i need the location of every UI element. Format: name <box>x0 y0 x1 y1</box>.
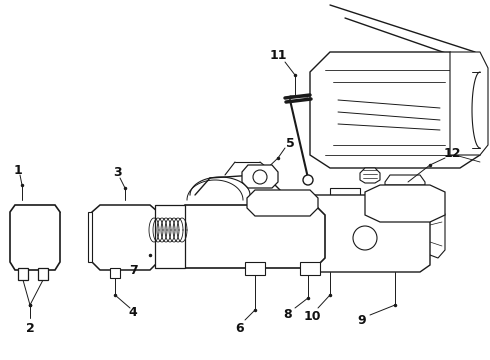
Polygon shape <box>360 168 380 183</box>
Text: 8: 8 <box>284 309 293 321</box>
Text: 10: 10 <box>303 310 321 323</box>
Circle shape <box>353 226 377 250</box>
Text: 6: 6 <box>236 321 245 334</box>
Circle shape <box>263 199 273 209</box>
Polygon shape <box>450 52 488 155</box>
Polygon shape <box>365 185 445 222</box>
Text: 4: 4 <box>129 306 137 319</box>
Polygon shape <box>88 212 92 262</box>
Text: 11: 11 <box>269 49 287 62</box>
Polygon shape <box>38 268 48 280</box>
Polygon shape <box>18 268 28 280</box>
Text: 9: 9 <box>358 314 367 327</box>
Polygon shape <box>305 195 430 272</box>
Polygon shape <box>385 175 425 185</box>
Polygon shape <box>300 262 320 275</box>
Polygon shape <box>247 190 318 216</box>
Text: 3: 3 <box>113 166 122 179</box>
Polygon shape <box>242 165 278 188</box>
Text: 7: 7 <box>129 264 137 276</box>
Polygon shape <box>422 208 445 258</box>
Circle shape <box>295 199 305 209</box>
Polygon shape <box>92 205 158 270</box>
Text: 12: 12 <box>443 147 461 159</box>
Text: 2: 2 <box>25 321 34 334</box>
Polygon shape <box>10 205 60 270</box>
Polygon shape <box>310 52 480 168</box>
Polygon shape <box>330 188 360 195</box>
Polygon shape <box>245 262 265 275</box>
Polygon shape <box>155 205 185 268</box>
Circle shape <box>253 170 267 184</box>
Text: 5: 5 <box>286 136 294 149</box>
Text: 1: 1 <box>14 163 23 176</box>
Circle shape <box>303 175 313 185</box>
Polygon shape <box>110 268 120 278</box>
Polygon shape <box>175 205 325 268</box>
